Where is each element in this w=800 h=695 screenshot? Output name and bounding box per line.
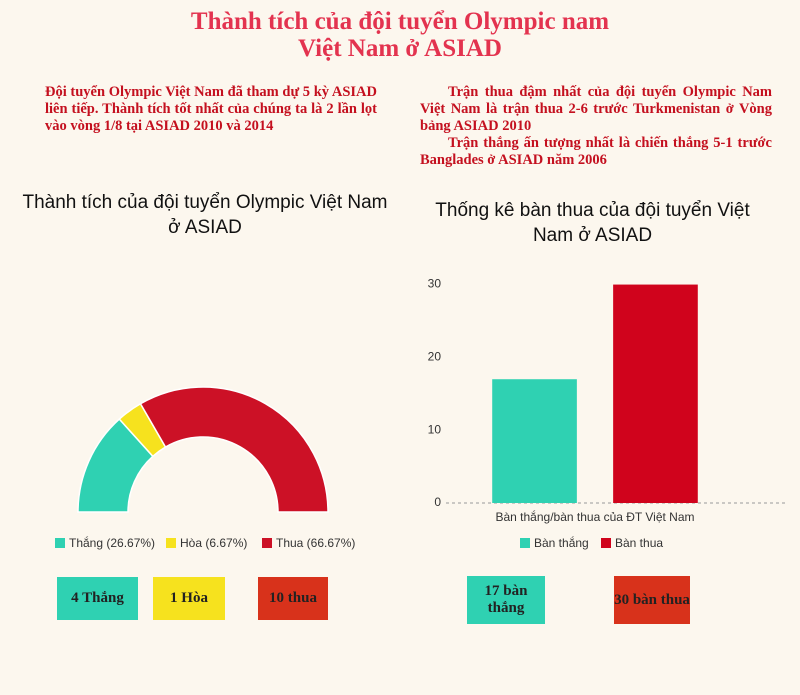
summary-box: 4 Thắng <box>57 577 138 620</box>
legend-swatch <box>166 538 176 548</box>
legend-swatch <box>262 538 272 548</box>
title-line: Việt Nam ở ASIAD <box>298 35 502 62</box>
legend-label: Hòa (6.67%) <box>180 536 247 550</box>
bar <box>492 379 577 503</box>
y-tick-label: 30 <box>428 277 442 291</box>
legend-label: Bàn thắng <box>534 535 589 550</box>
y-tick-label: 10 <box>428 422 442 436</box>
bar <box>613 284 698 503</box>
y-tick-label: 20 <box>428 350 442 364</box>
note-paragraph: Trận thắng ấn tượng nhất là chiến thắng … <box>420 135 772 168</box>
legend-swatch <box>601 538 611 548</box>
legend-label: Bàn thua <box>615 536 663 550</box>
note-left: Đội tuyển Olympic Việt Nam đã tham dự 5 … <box>45 84 377 134</box>
legend-swatch <box>520 538 530 548</box>
y-tick-label: 0 <box>434 495 441 509</box>
legend-label: Thua (66.67%) <box>276 536 355 550</box>
summary-box: 10 thua <box>258 577 328 620</box>
note-right: Trận thua đậm nhất của đội tuyển Olympic… <box>420 84 772 169</box>
summary-box: 1 Hòa <box>153 577 225 620</box>
summary-box: 30 bàn thua <box>614 576 690 624</box>
note-paragraph: Trận thua đậm nhất của đội tuyển Olympic… <box>420 84 772 134</box>
chart-title: Thành tích của đội tuyển Olympic Việt Na… <box>22 192 388 238</box>
title-line: Thành tích của đội tuyển Olympic nam <box>190 8 610 35</box>
legend-swatch <box>55 538 65 548</box>
x-tick-label: Bàn thắng/bàn thua của ĐT Việt Nam <box>495 509 694 524</box>
chart-title: Thống kê bàn thua của đội tuyển Việt Nam… <box>435 200 750 246</box>
donut-segment <box>139 386 329 513</box>
legend-label: Thắng (26.67%) <box>69 535 155 550</box>
summary-box: 17 bàn thắng <box>467 576 545 624</box>
